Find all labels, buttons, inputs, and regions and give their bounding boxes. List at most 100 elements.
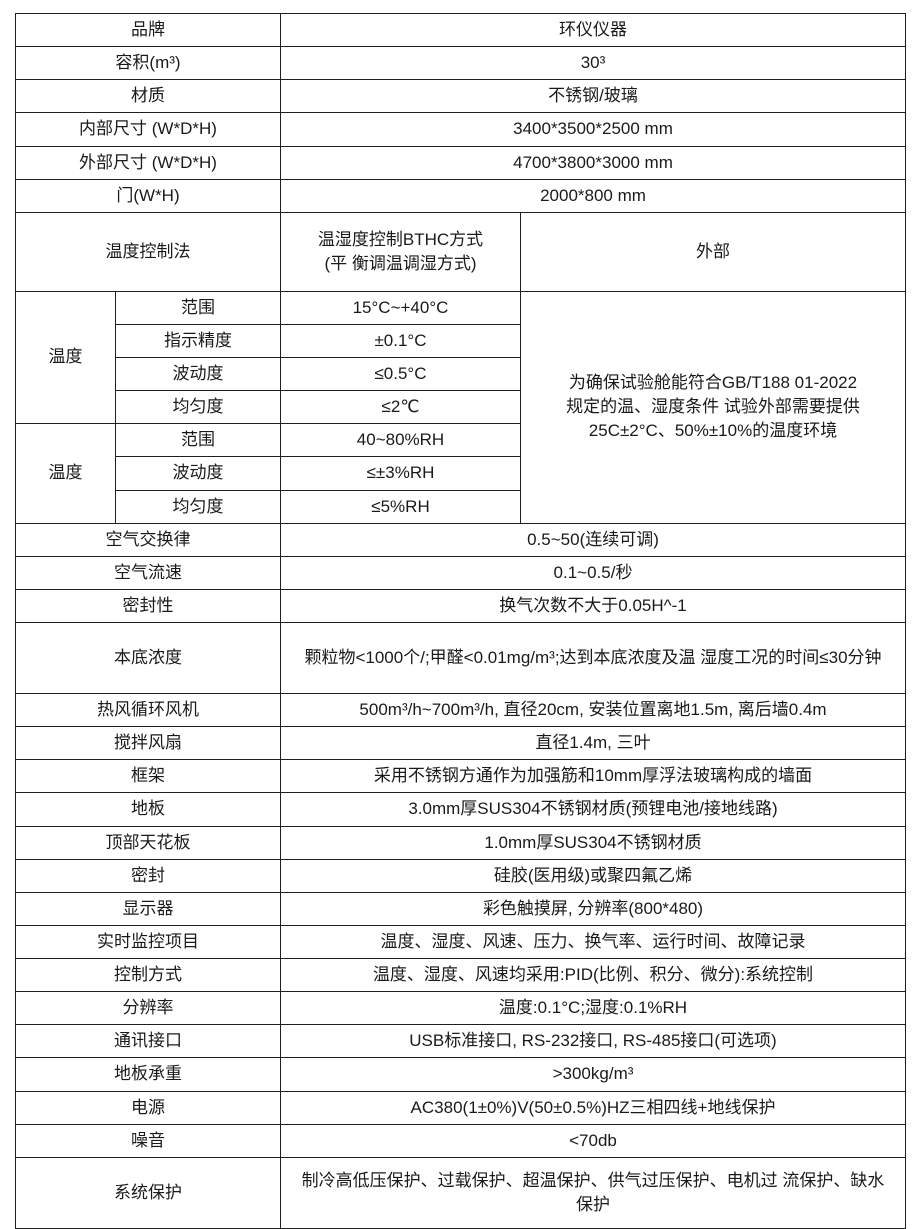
table-row: 电源 AC380(1±0%)V(50±0.5%)HZ三相四线+地线保护: [15, 1090, 906, 1125]
table-row: 内部尺寸 (W*D*H) 3400*3500*2500 mm: [15, 112, 906, 147]
row-label: 空气交换律: [15, 522, 281, 557]
row-value: 3.0mm厚SUS304不锈钢材质(预锂电池/接地线路): [280, 792, 906, 827]
row-label: 实时监控项目: [15, 924, 281, 960]
sub-row-value: ≤0.5°C: [280, 356, 521, 392]
table-row: 品牌 环仪仪器: [15, 12, 906, 48]
sub-row-value: ≤2℃: [280, 390, 521, 425]
row-label: 品牌: [15, 12, 281, 48]
table-row: 实时监控项目 温度、湿度、风速、压力、换气率、运行时间、故障记录: [15, 924, 906, 960]
sub-row-label: 波动度: [115, 456, 281, 491]
row-label: 地板: [15, 792, 281, 827]
sub-row-label: 波动度: [115, 356, 281, 392]
table-row: 系统保护 制冷高低压保护、过载保护、超温保护、供气过压保护、电机过 流保护、缺水…: [15, 1156, 906, 1229]
row-label: 搅拌风扇: [15, 726, 281, 761]
row-label: 内部尺寸 (W*D*H): [15, 112, 281, 147]
row-value: 500m³/h~700m³/h, 直径20cm, 安装位置离地1.5m, 离后墙…: [280, 692, 906, 728]
sub-row-value: ≤5%RH: [280, 489, 521, 524]
control-method-value: 温湿度控制BTHC方式 (平 衡调温调湿方式): [280, 211, 521, 292]
table-row: 容积(m³) 30³: [15, 46, 906, 81]
table-row: 本底浓度 颗粒物<1000个/;甲醛<0.01mg/m³;达到本底浓度及温 湿度…: [15, 622, 906, 694]
row-value: 彩色触摸屏, 分辨率(800*480): [280, 891, 906, 926]
row-value: USB标准接口, RS-232接口, RS-485接口(可选项): [280, 1024, 906, 1059]
row-label: 系统保护: [15, 1156, 281, 1229]
row-label: 密封: [15, 858, 281, 893]
row-value: 换气次数不大于0.05H^-1: [280, 588, 906, 624]
spec-sheet: 品牌 环仪仪器 容积(m³) 30³ 材质 不锈钢/玻璃 内部尺寸 (W*D*H…: [15, 12, 906, 1229]
table-row: 密封性 换气次数不大于0.05H^-1: [15, 588, 906, 624]
row-label: 容积(m³): [15, 46, 281, 81]
table-row-humidity-uniformity: 均匀度 ≤5%RH: [16, 489, 906, 524]
sub-row-label: 指示精度: [115, 323, 281, 359]
control-method-value-line2: (平 衡调温调湿方式): [324, 253, 477, 273]
table-row: 顶部天花板 1.0mm厚SUS304不锈钢材质: [15, 825, 906, 860]
row-value: 30³: [280, 46, 906, 81]
row-label: 控制方式: [15, 957, 281, 993]
row-label: 门(W*H): [15, 178, 281, 213]
table-row-temperature-accuracy: 指示精度 ±0.1°C: [16, 323, 906, 359]
humidity-group-label: 温度: [15, 423, 116, 524]
row-label: 顶部天花板: [15, 825, 281, 860]
row-label: 电源: [15, 1090, 281, 1125]
table-row: 控制方式 温度、湿度、风速均采用:PID(比例、积分、微分):系统控制: [15, 957, 906, 993]
row-value: 硅胶(医用级)或聚四氟乙烯: [280, 858, 906, 893]
row-label: 分辨率: [15, 991, 281, 1026]
table-row: 噪音 <70db: [15, 1123, 906, 1158]
sub-row-value: ±0.1°C: [280, 323, 521, 359]
table-row: 材质 不锈钢/玻璃: [15, 79, 906, 114]
row-value: AC380(1±0%)V(50±0.5%)HZ三相四线+地线保护: [280, 1090, 906, 1125]
table-row: 密封 硅胶(医用级)或聚四氟乙烯: [15, 858, 906, 893]
row-value: 温度、湿度、风速、压力、换气率、运行时间、故障记录: [280, 924, 906, 960]
sub-row-value: 40~80%RH: [280, 423, 521, 458]
row-value: 制冷高低压保护、过载保护、超温保护、供气过压保护、电机过 流保护、缺水保护: [280, 1156, 906, 1229]
table-row: 门(W*H) 2000*800 mm: [15, 178, 906, 213]
row-value: 颗粒物<1000个/;甲醛<0.01mg/m³;达到本底浓度及温 湿度工况的时间…: [280, 622, 906, 694]
row-value: 2000*800 mm: [280, 178, 906, 213]
sub-row-label: 范围: [115, 290, 281, 325]
environment-note-line3: 25C±2°C、50%±10%的温度环境: [588, 421, 838, 441]
table-row: 框架 采用不锈钢方通作为加强筋和10mm厚浮法玻璃构成的墙面: [15, 759, 906, 794]
table-row-humidity-range: 温度 范围 40~80%RH: [15, 423, 906, 524]
row-value: 不锈钢/玻璃: [280, 79, 906, 114]
row-value: >300kg/m³: [280, 1057, 906, 1092]
temperature-group-label: 温度: [15, 290, 116, 425]
table-row-temperature-fluctuation: 波动度 ≤0.5°C: [16, 356, 906, 392]
table-row: 通讯接口 USB标准接口, RS-232接口, RS-485接口(可选项): [15, 1024, 906, 1059]
table-row: 显示器 彩色触摸屏, 分辨率(800*480): [15, 891, 906, 926]
table-row-humidity-fluctuation: 波动度 ≤±3%RH: [16, 456, 906, 491]
environment-note-line2: 规定的温、湿度条件 试验外部需要提供: [566, 397, 860, 417]
row-label: 本底浓度: [15, 622, 281, 694]
row-value: 环仪仪器: [280, 12, 906, 48]
row-label: 地板承重: [15, 1057, 281, 1092]
row-label: 材质: [15, 79, 281, 114]
table-row: 地板 3.0mm厚SUS304不锈钢材质(预锂电池/接地线路): [15, 792, 906, 827]
table-row: 地板承重 >300kg/m³: [15, 1057, 906, 1092]
row-value: 温度、湿度、风速均采用:PID(比例、积分、微分):系统控制: [280, 957, 906, 993]
table-row: 热风循环风机 500m³/h~700m³/h, 直径20cm, 安装位置离地1.…: [15, 692, 906, 728]
sub-row-value: ≤±3%RH: [280, 456, 521, 491]
row-label: 密封性: [15, 588, 281, 624]
row-label: 通讯接口: [15, 1024, 281, 1059]
row-label: 框架: [15, 759, 281, 794]
specification-table: 品牌 环仪仪器 容积(m³) 30³ 材质 不锈钢/玻璃 内部尺寸 (W*D*H…: [15, 12, 906, 1229]
row-value: 3400*3500*2500 mm: [280, 112, 906, 147]
sub-row-label: 均匀度: [115, 489, 281, 524]
row-value: 温度:0.1°C;湿度:0.1%RH: [280, 991, 906, 1026]
control-method-row: 温度控制法 温湿度控制BTHC方式 (平 衡调温调湿方式) 外部: [15, 211, 906, 292]
row-value: 1.0mm厚SUS304不锈钢材质: [280, 825, 906, 860]
row-label: 显示器: [15, 891, 281, 926]
table-row-temperature-uniformity: 均匀度 ≤2℃: [16, 390, 906, 425]
row-label: 热风循环风机: [15, 692, 281, 728]
row-label: 噪音: [15, 1123, 281, 1158]
table-row: 空气流速 0.1~0.5/秒: [15, 555, 906, 590]
control-method-label: 温度控制法: [15, 211, 281, 292]
row-value: 0.5~50(连续可调): [280, 522, 906, 557]
control-method-value-line1: 温湿度控制BTHC方式: [317, 229, 484, 249]
row-label: 外部尺寸 (W*D*H): [15, 145, 281, 180]
row-value: <70db: [280, 1123, 906, 1158]
environment-note: 为确保试验舱能符合GB/T188 01-2022 规定的温、湿度条件 试验外部需…: [520, 290, 906, 524]
table-body: 品牌 环仪仪器 容积(m³) 30³ 材质 不锈钢/玻璃 内部尺寸 (W*D*H…: [15, 12, 906, 1229]
sub-row-label: 范围: [115, 423, 281, 458]
row-label: 空气流速: [15, 555, 281, 590]
row-value: 直径1.4m, 三叶: [280, 726, 906, 761]
row-value: 采用不锈钢方通作为加强筋和10mm厚浮法玻璃构成的墙面: [280, 759, 906, 794]
